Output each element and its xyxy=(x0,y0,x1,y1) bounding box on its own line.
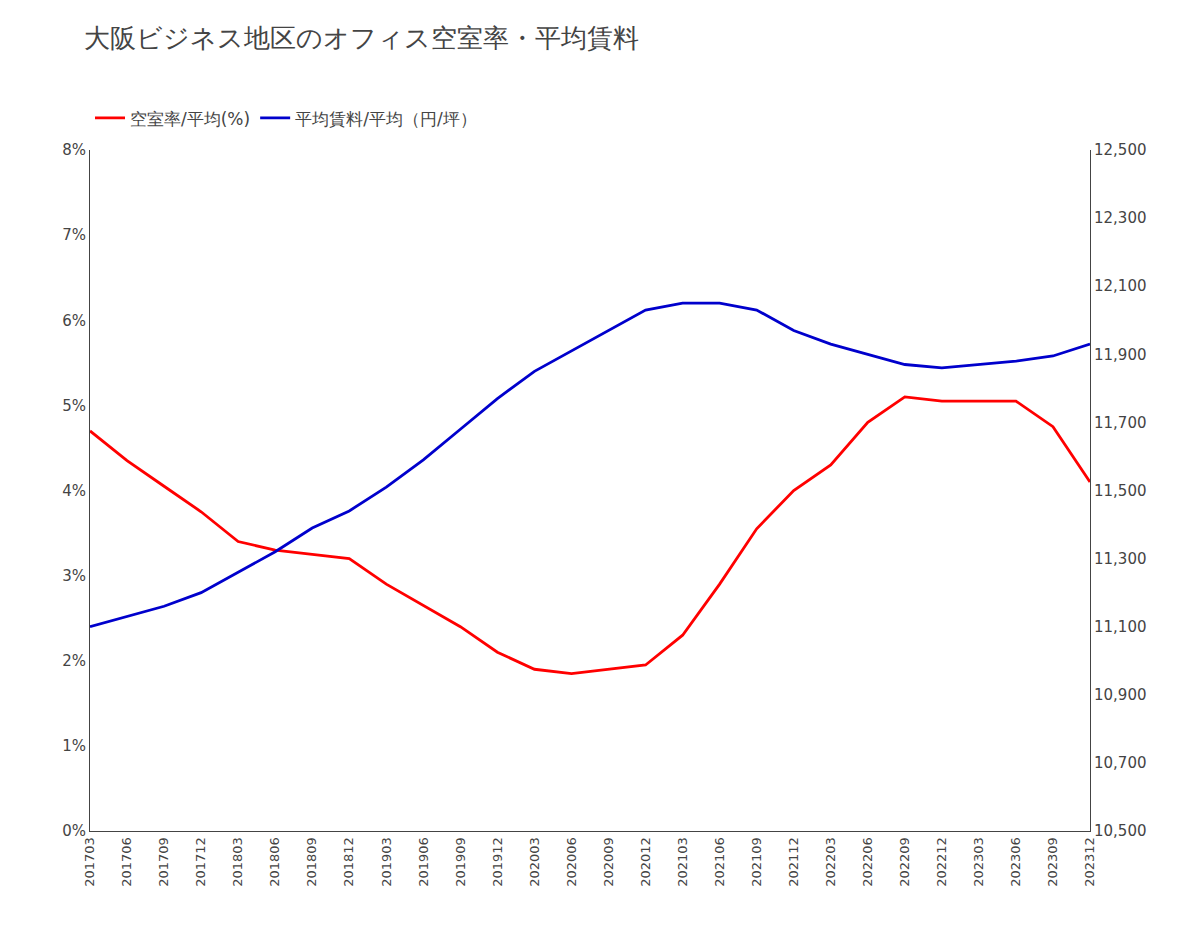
svg-text:202206: 202206 xyxy=(860,837,875,887)
svg-text:空室率/平均(%): 空室率/平均(%) xyxy=(130,109,250,129)
svg-text:201803: 201803 xyxy=(230,837,245,887)
svg-text:202312: 202312 xyxy=(1082,837,1097,887)
svg-text:平均賃料/平均（円/坪）: 平均賃料/平均（円/坪） xyxy=(295,109,476,129)
svg-text:201903: 201903 xyxy=(379,837,394,887)
svg-text:202006: 202006 xyxy=(564,837,579,887)
svg-text:大阪ビジネス地区のオフィス空室率・平均賃料: 大阪ビジネス地区のオフィス空室率・平均賃料 xyxy=(84,23,639,53)
svg-text:202106: 202106 xyxy=(712,837,727,887)
svg-text:5%: 5% xyxy=(62,397,86,415)
svg-text:201809: 201809 xyxy=(304,837,319,887)
svg-text:11,100: 11,100 xyxy=(1094,618,1147,636)
svg-text:202109: 202109 xyxy=(749,837,764,887)
svg-text:202306: 202306 xyxy=(1008,837,1023,887)
svg-text:202012: 202012 xyxy=(638,837,653,887)
svg-text:11,300: 11,300 xyxy=(1094,550,1147,568)
svg-text:12,300: 12,300 xyxy=(1094,209,1147,227)
svg-text:202203: 202203 xyxy=(823,837,838,887)
svg-text:201909: 201909 xyxy=(453,837,468,887)
svg-text:201912: 201912 xyxy=(490,837,505,887)
svg-text:202103: 202103 xyxy=(675,837,690,887)
svg-text:10,900: 10,900 xyxy=(1094,686,1147,704)
svg-text:201703: 201703 xyxy=(82,837,97,887)
svg-text:202212: 202212 xyxy=(934,837,949,887)
svg-text:202209: 202209 xyxy=(897,837,912,887)
svg-text:4%: 4% xyxy=(62,482,86,500)
svg-text:201906: 201906 xyxy=(416,837,431,887)
svg-text:202303: 202303 xyxy=(971,837,986,887)
svg-text:8%: 8% xyxy=(62,141,86,159)
svg-text:202309: 202309 xyxy=(1045,837,1060,887)
svg-text:201806: 201806 xyxy=(267,837,282,887)
svg-text:1%: 1% xyxy=(62,737,86,755)
svg-text:12,500: 12,500 xyxy=(1094,141,1147,159)
svg-text:202003: 202003 xyxy=(527,837,542,887)
svg-text:202009: 202009 xyxy=(601,837,616,887)
svg-text:12,100: 12,100 xyxy=(1094,277,1147,295)
svg-text:10,500: 10,500 xyxy=(1094,822,1147,840)
svg-text:201706: 201706 xyxy=(119,837,134,887)
svg-text:7%: 7% xyxy=(62,226,86,244)
svg-text:201709: 201709 xyxy=(156,837,171,887)
svg-text:11,500: 11,500 xyxy=(1094,482,1147,500)
svg-text:11,900: 11,900 xyxy=(1094,346,1147,364)
svg-text:10,700: 10,700 xyxy=(1094,754,1147,772)
svg-text:201812: 201812 xyxy=(341,837,356,887)
svg-text:0%: 0% xyxy=(62,822,86,840)
svg-text:11,700: 11,700 xyxy=(1094,414,1147,432)
svg-text:6%: 6% xyxy=(62,312,86,330)
svg-text:202112: 202112 xyxy=(786,837,801,887)
svg-text:2%: 2% xyxy=(62,652,86,670)
svg-text:3%: 3% xyxy=(62,567,86,585)
svg-text:201712: 201712 xyxy=(193,837,208,887)
